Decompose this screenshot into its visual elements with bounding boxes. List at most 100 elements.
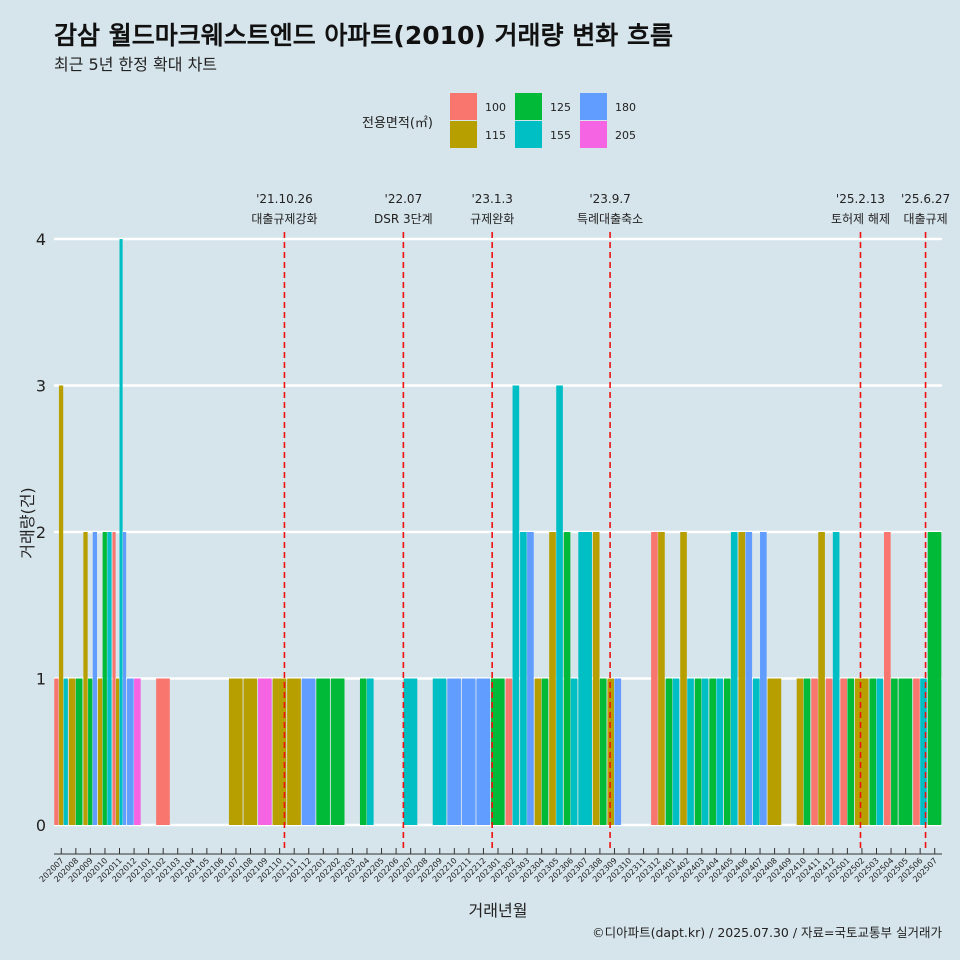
chart-caption: ©디아파트(dapt.kr) / 2025.07.30 / 자료=국토교통부 실… — [592, 925, 942, 940]
bar-202306-125 — [563, 532, 571, 825]
legend-title: 전용면적(㎡) — [362, 116, 433, 131]
bar-202405-125 — [723, 678, 731, 825]
legend-entry-205: 205 — [580, 121, 636, 148]
bar-202303-155 — [520, 532, 527, 825]
bar-202502-115 — [854, 678, 869, 825]
legend-entry-180: 180 — [580, 93, 636, 120]
bar-202102-100 — [156, 678, 170, 825]
bar-202110-115 — [272, 678, 287, 825]
bar-202010-125 — [102, 532, 107, 825]
bar-202404-125 — [709, 678, 716, 825]
event-label: 토허제 해제 — [831, 212, 890, 226]
bar-202503-125 — [869, 678, 877, 825]
bar-202009-115 — [83, 532, 88, 825]
chart-title: 감삼 월드마크웨스트엔드 아파트(2010) 거래량 변화 흐름 — [54, 21, 673, 50]
legend-label: 100 — [485, 101, 506, 114]
y-axis-title: 거래량(건) — [18, 487, 37, 558]
bar-202109-205 — [258, 678, 272, 825]
legend-entry-115: 115 — [450, 121, 506, 148]
legend-label: 115 — [485, 129, 506, 142]
gridlines — [54, 237, 942, 827]
bar-202404-155 — [716, 678, 723, 825]
bar-202501-125 — [847, 678, 855, 825]
event-label: 대출규제 — [903, 212, 947, 226]
bar-202312-115 — [658, 532, 665, 825]
chart-subtitle: 최근 5년 한정 확대 차트 — [54, 55, 217, 74]
bar-202207-155 — [403, 678, 418, 825]
bar-202202-125 — [330, 678, 345, 825]
bar-202312-100 — [651, 532, 658, 825]
bar-202309-115 — [607, 678, 615, 825]
bar-202112-180 — [301, 678, 316, 825]
bar-202201-125 — [316, 678, 330, 825]
bars — [54, 239, 942, 825]
bar-202402-115 — [680, 532, 687, 825]
legend-label: 205 — [615, 129, 636, 142]
bar-202504-100 — [884, 532, 891, 825]
y-tick-label: 4 — [36, 230, 46, 249]
bar-202304-115 — [534, 678, 542, 825]
legend-swatch — [580, 121, 607, 148]
bar-202306-155 — [570, 678, 578, 825]
bar-202506-100 — [913, 678, 920, 825]
bar-202210-180 — [447, 678, 461, 825]
bar-202211-180 — [461, 678, 476, 825]
bar-202302-155 — [512, 385, 520, 825]
legend-label: 155 — [550, 129, 571, 142]
bar-202007-100 — [54, 678, 59, 825]
bar-202410-125 — [803, 678, 811, 825]
bar-202403-125 — [694, 678, 702, 825]
legend-swatch — [450, 93, 477, 120]
legend-label: 180 — [615, 101, 636, 114]
bar-202008-115 — [68, 678, 76, 825]
bar-202304-125 — [541, 678, 549, 825]
bar-202305-115 — [549, 532, 556, 825]
y-axis: 0 1 2 3 4 — [36, 230, 46, 835]
bar-202308-115 — [592, 532, 600, 825]
event-label: 규제완화 — [470, 212, 514, 226]
bar-202402-155 — [687, 678, 694, 825]
bar-202108-115 — [243, 678, 258, 825]
bar-202411-115 — [818, 532, 825, 825]
bar-202011-180 — [123, 532, 127, 825]
bar-202406-115 — [738, 532, 746, 825]
bar-202111-115 — [287, 678, 301, 825]
event-label: 특례대출축소 — [577, 212, 643, 226]
bar-202410-115 — [796, 678, 804, 825]
bar-202411-100 — [811, 678, 818, 825]
bar-202303-180 — [527, 532, 534, 825]
bar-202301-125 — [490, 678, 505, 825]
bar-202403-155 — [701, 678, 709, 825]
event-markers: '21.10.26 대출규제강화 '22.07 DSR 3단계 '23.1.3 규제완화 '… — [251, 192, 950, 848]
bar-202305-155 — [556, 385, 563, 825]
bar-202501-100 — [840, 678, 847, 825]
bar-202008-125 — [75, 678, 83, 825]
bar-202405-155 — [730, 532, 738, 825]
event-date: '23.9.7 — [589, 192, 630, 206]
legend-label: 125 — [550, 101, 571, 114]
bar-202204-125 — [359, 678, 367, 825]
x-axis-title: 거래년월 — [469, 901, 528, 920]
y-tick-label: 0 — [36, 816, 46, 835]
legend-entry-100: 100 — [450, 93, 506, 120]
bar-202503-155 — [876, 678, 884, 825]
bar-202504-125 — [891, 678, 898, 825]
bar-202307-155 — [578, 532, 592, 825]
bar-202308-125 — [599, 678, 607, 825]
bar-202009-180 — [92, 532, 98, 825]
x-axis: 2020072020082020092020102020112020122021… — [38, 848, 942, 884]
y-tick-label: 2 — [36, 523, 46, 542]
bar-202209-155 — [432, 678, 447, 825]
bar-202412-100 — [825, 678, 833, 825]
legend-swatch — [580, 93, 607, 120]
bar-202407-155 — [753, 678, 760, 825]
event-date: '25.6.27 — [901, 192, 950, 206]
bar-202408-115 — [767, 678, 782, 825]
event-date: '25.2.13 — [836, 192, 885, 206]
legend-swatch — [450, 121, 477, 148]
bar-202011-115 — [115, 678, 120, 825]
legend-entry-125: 125 — [515, 93, 571, 120]
bar-202007-155 — [63, 678, 68, 825]
y-tick-label: 1 — [36, 670, 46, 689]
